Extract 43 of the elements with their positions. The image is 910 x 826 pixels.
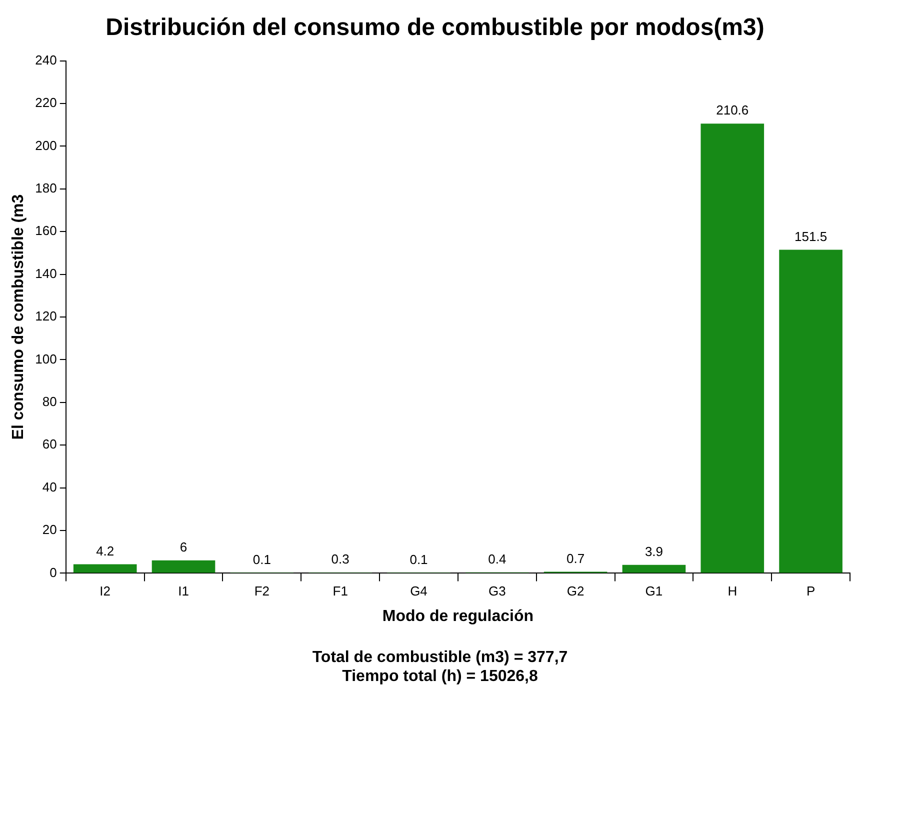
y-tick-label: 0	[50, 564, 57, 580]
x-axis-title: Modo de regulación	[382, 608, 534, 625]
y-tick-label: 180	[35, 180, 57, 196]
y-axis-title: El consumo de combustible (m3	[10, 194, 28, 440]
y-tick-label: 240	[35, 52, 57, 68]
text: Tiempo total (h) = 15026,8	[341, 667, 539, 686]
y-tick-label: 80	[42, 394, 57, 409]
data-label: 4.2	[96, 543, 114, 558]
x-tick-label: F2	[254, 584, 270, 599]
y-tick-label: 40	[42, 479, 57, 494]
data-label: 3.9	[644, 544, 664, 559]
bar	[622, 564, 686, 573]
y-tick-label: 140	[35, 266, 57, 281]
y-tick-label: 20	[42, 522, 57, 538]
x-tick-label: F1	[332, 584, 348, 599]
y-tick-label: 60	[42, 436, 57, 452]
data-label: 0.1	[410, 552, 428, 568]
y-tick-label: 220	[35, 95, 57, 110]
x-tick-label: P	[806, 584, 816, 599]
x-tick-label: G3	[488, 584, 506, 599]
data-label: 0.3	[331, 552, 350, 567]
x-tick-label: G4	[410, 584, 428, 599]
data-label: 151.5	[794, 228, 828, 244]
data-label: 210.6	[716, 102, 749, 118]
x-tick-label: H	[728, 584, 738, 599]
y-tick-label: 200	[35, 138, 57, 153]
x-tick-label: I1	[178, 584, 189, 599]
x-tick-label: I2	[100, 584, 111, 599]
text: Total de combustible (m3) = 377,7	[311, 648, 569, 667]
data-label: 0.4	[488, 551, 506, 566]
y-tick-label: 120	[35, 308, 57, 324]
data-label: 0.1	[252, 552, 271, 568]
bar	[152, 560, 216, 573]
x-tick-label: G1	[645, 584, 663, 599]
y-tick-label: 100	[35, 351, 57, 366]
x-tick-label: G2	[566, 584, 584, 599]
data-label: 6	[180, 539, 188, 554]
data-label: 0.7	[566, 550, 585, 566]
bar	[73, 564, 137, 573]
chart-title: Distribución del consumo de combustible por modos(m3)	[104, 14, 766, 42]
bar	[779, 250, 842, 573]
bar	[700, 124, 764, 573]
y-tick-label: 160	[35, 223, 57, 238]
